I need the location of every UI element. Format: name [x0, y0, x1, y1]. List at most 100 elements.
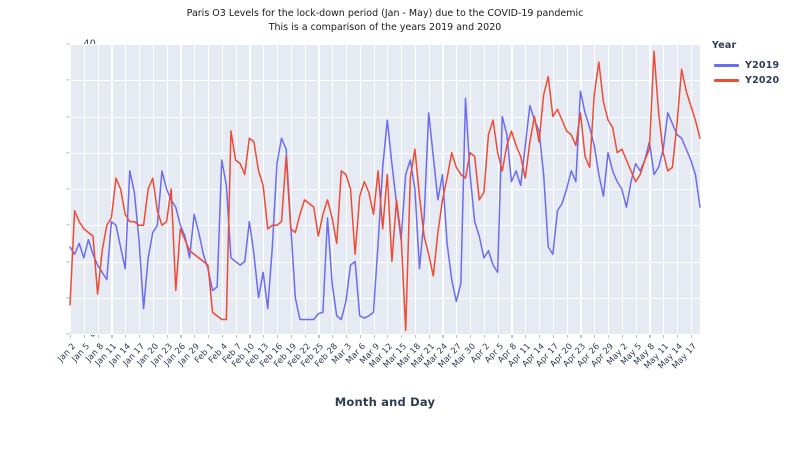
x-tick-mark-41 — [635, 334, 637, 338]
gridline-y-10 — [70, 261, 700, 263]
line-y2019 — [69, 90, 701, 321]
gridline-x-31 — [497, 44, 499, 334]
gridline-x-41 — [635, 44, 637, 334]
gridline-x-17 — [304, 44, 306, 334]
x-tick-mark-28 — [456, 334, 458, 338]
y-tick-mark-10 — [66, 260, 70, 263]
y-tick-mark-20 — [66, 188, 70, 190]
gridline-x-16 — [290, 44, 292, 334]
x-tick-mark-43 — [663, 334, 665, 338]
gridline-y-15 — [70, 225, 700, 227]
gridline-x-35 — [552, 44, 555, 334]
legend-swatch-y2020 — [714, 79, 739, 82]
x-tick-mark-32 — [511, 334, 513, 338]
gridline-x-13 — [249, 44, 251, 334]
gridline-y-20 — [70, 189, 700, 191]
legend: Year Y2019 Y2020 — [712, 40, 796, 88]
chart-title-line-1: Paris O3 Levels for the lock-down period… — [186, 8, 584, 19]
series-lines — [69, 50, 701, 332]
legend-item-y2019[interactable]: Y2019 — [714, 58, 796, 73]
x-tick-mark-35 — [552, 334, 555, 338]
y-tick-mark-0 — [66, 333, 70, 335]
x-tick-mark-26 — [428, 334, 430, 338]
gridline-x-33 — [525, 44, 527, 334]
gridline-x-26 — [428, 44, 430, 334]
x-tick-mark-31 — [497, 334, 499, 338]
x-tick-mark-1 — [83, 334, 85, 338]
x-tick-mark-40 — [621, 334, 623, 338]
y-tick-mark-30 — [66, 115, 70, 118]
gridline-x-39 — [608, 44, 610, 334]
x-tick-mark-42 — [649, 334, 651, 338]
gridline-y-30 — [70, 116, 700, 118]
gridline-x-44 — [677, 44, 679, 334]
gridline-x-6 — [152, 44, 154, 334]
gridline-x-21 — [359, 44, 361, 334]
gridline-x-10 — [207, 44, 210, 334]
x-tick-mark-5 — [138, 334, 141, 338]
legend-item-y2020[interactable]: Y2020 — [714, 73, 796, 88]
x-tick-mark-34 — [539, 334, 541, 338]
plot-area — [69, 44, 701, 336]
x-tick-mark-16 — [290, 334, 292, 338]
gridline-x-1 — [83, 44, 85, 334]
gridline-x-0 — [70, 44, 72, 334]
gridline-x-12 — [235, 44, 237, 334]
gridline-x-22 — [373, 44, 375, 334]
x-tick-mark-10 — [207, 334, 210, 338]
x-tick-mark-33 — [525, 334, 527, 338]
x-tick-mark-38 — [594, 334, 596, 338]
legend-label-y2020: Y2020 — [745, 75, 780, 86]
chart-title-line-2: This is a comparison of the years 2019 a… — [268, 22, 502, 33]
legend-title: Year — [712, 40, 737, 51]
gridline-x-45 — [690, 44, 692, 334]
gridline-x-18 — [318, 44, 320, 334]
y-tick-mark-25 — [66, 152, 70, 154]
x-tick-mark-14 — [263, 334, 265, 338]
x-tick-mark-17 — [304, 334, 306, 338]
gridline-y-5 — [70, 297, 700, 299]
x-tick-mark-25 — [414, 334, 417, 338]
chart-figure: Paris O3 Levels for the lock-down period… — [55, 7, 796, 409]
chart-title: Paris O3 Levels for the lock-down period… — [70, 7, 700, 35]
gridline-x-43 — [663, 44, 665, 334]
x-tick-mark-20 — [345, 334, 348, 338]
x-tick-mark-44 — [677, 334, 679, 338]
gridline-x-2 — [97, 44, 99, 334]
x-tick-mark-19 — [332, 334, 334, 338]
gridline-x-8 — [180, 44, 182, 334]
gridline-x-34 — [539, 44, 541, 334]
x-tick-mark-6 — [152, 334, 154, 338]
x-tick-mark-22 — [373, 334, 375, 338]
x-tick-mark-0 — [70, 334, 72, 338]
gridline-x-20 — [345, 44, 348, 334]
x-tick-mark-30 — [483, 334, 486, 338]
x-axis-label: Month and Day — [334, 395, 436, 409]
gridline-x-9 — [194, 44, 196, 334]
legend-swatch-y2019 — [714, 64, 739, 67]
x-tick-mark-7 — [166, 334, 168, 338]
x-tick-mark-21 — [359, 334, 361, 338]
gridline-x-15 — [276, 44, 279, 334]
gridline-x-28 — [456, 44, 458, 334]
gridline-x-38 — [594, 44, 596, 334]
gridline-x-42 — [649, 44, 651, 334]
gridline-y-40 — [70, 44, 700, 46]
gridline-x-24 — [401, 44, 403, 334]
gridline-x-32 — [511, 44, 513, 334]
gridline-x-5 — [138, 44, 141, 334]
x-tick-mark-12 — [235, 334, 237, 338]
x-tick-mark-8 — [180, 334, 182, 338]
gridline-x-19 — [332, 44, 334, 334]
x-tick-mark-18 — [318, 334, 320, 338]
legend-label-y2019: Y2019 — [745, 60, 780, 71]
x-tick-mark-4 — [125, 334, 127, 338]
y-tick-mark-5 — [66, 297, 70, 299]
x-tick-mark-2 — [97, 334, 99, 338]
x-tick-mark-27 — [442, 334, 444, 338]
x-tick-mark-45 — [690, 334, 692, 338]
y-tick-mark-35 — [66, 79, 70, 81]
gridline-x-37 — [580, 44, 582, 334]
x-tick-mark-39 — [608, 334, 610, 338]
gridline-x-11 — [221, 44, 223, 334]
